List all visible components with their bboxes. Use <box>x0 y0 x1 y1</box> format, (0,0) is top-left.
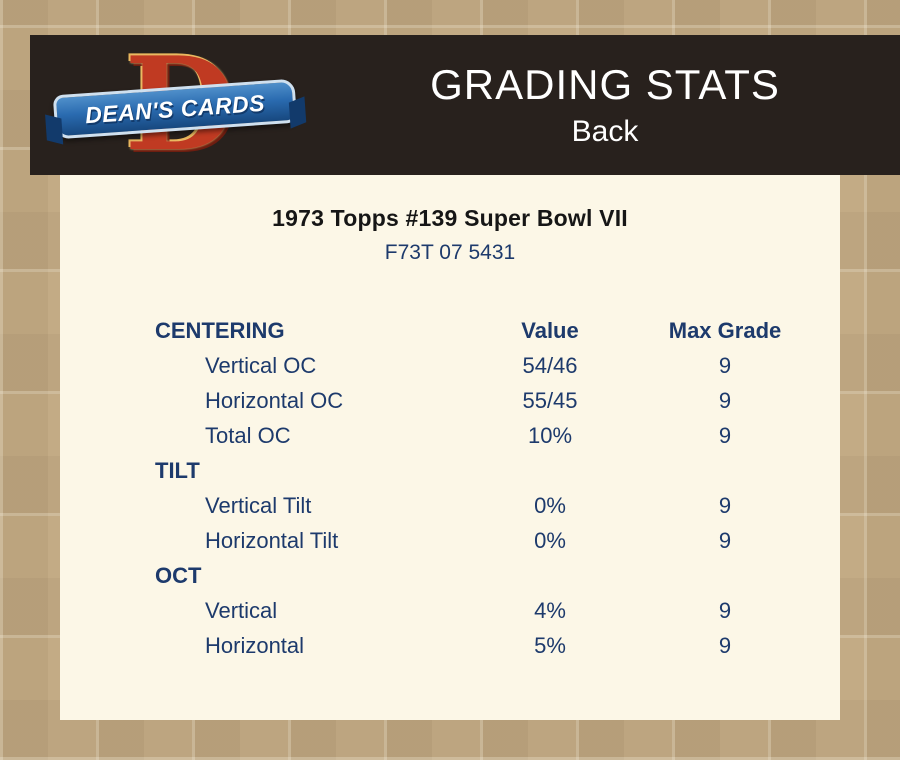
stats-panel: 1973 Topps #139 Super Bowl VII F73T 07 5… <box>60 175 840 720</box>
table-row-horizontal-tilt: Horizontal Tilt 0% 9 <box>155 523 840 558</box>
metric-label: Vertical OC <box>205 352 317 378</box>
deans-cards-logo: D DEAN'S CARDS <box>30 35 330 175</box>
column-header-max-grade: Max Grade <box>668 317 782 343</box>
grading-stats-table: CENTERING Value Max Grade Vertical OC 54… <box>60 313 840 663</box>
value-cell: 0% <box>534 527 566 553</box>
table-row-total-oc: Total OC 10% 9 <box>155 418 840 453</box>
value-cell: 5% <box>534 632 566 658</box>
max-grade-cell: 9 <box>718 422 732 448</box>
max-grade-cell: 9 <box>718 352 732 378</box>
table-row-oct-vertical: Vertical 4% 9 <box>155 593 840 628</box>
section-row-tilt: TILT <box>155 453 840 488</box>
max-grade-cell: 9 <box>718 492 732 518</box>
value-cell: 55/45 <box>522 387 578 413</box>
metric-label: Total OC <box>205 422 291 448</box>
max-grade-cell: 9 <box>718 597 732 623</box>
metric-label: Vertical Tilt <box>205 492 312 518</box>
card-title: 1973 Topps #139 Super Bowl VII <box>272 205 628 231</box>
metric-label: Horizontal OC <box>205 387 344 413</box>
page-subtitle: Back <box>571 115 639 148</box>
section-header-centering: CENTERING <box>155 317 285 343</box>
section-header-tilt: TILT <box>155 457 200 483</box>
max-grade-cell: 9 <box>718 527 732 553</box>
card-code: F73T 07 5431 <box>384 241 516 264</box>
page-title: GRADING STATS <box>430 61 780 108</box>
value-cell: 0% <box>534 492 566 518</box>
table-row-vertical-oc: Vertical OC 54/46 9 <box>155 348 840 383</box>
value-cell: 10% <box>527 422 573 448</box>
value-cell: 4% <box>534 597 566 623</box>
table-row-vertical-tilt: Vertical Tilt 0% 9 <box>155 488 840 523</box>
metric-label: Vertical <box>205 597 278 623</box>
header-bar: D DEAN'S CARDS GRADING STATS Back <box>30 35 900 175</box>
table-row-horizontal-oc: Horizontal OC 55/45 9 <box>155 383 840 418</box>
table-header-row: CENTERING Value Max Grade <box>155 313 840 348</box>
section-header-oct: OCT <box>155 562 202 588</box>
logo-ribbon-banner: DEAN'S CARDS <box>52 78 298 140</box>
header-titles: GRADING STATS Back <box>330 61 900 149</box>
section-row-oct: OCT <box>155 558 840 593</box>
max-grade-cell: 9 <box>718 387 732 413</box>
metric-label: Horizontal Tilt <box>205 527 339 553</box>
value-cell: 54/46 <box>522 352 578 378</box>
logo-text: DEAN'S CARDS <box>84 89 266 128</box>
column-header-value: Value <box>521 317 579 343</box>
max-grade-cell: 9 <box>718 632 732 658</box>
table-row-oct-horizontal: Horizontal 5% 9 <box>155 628 840 663</box>
metric-label: Horizontal <box>205 632 305 658</box>
